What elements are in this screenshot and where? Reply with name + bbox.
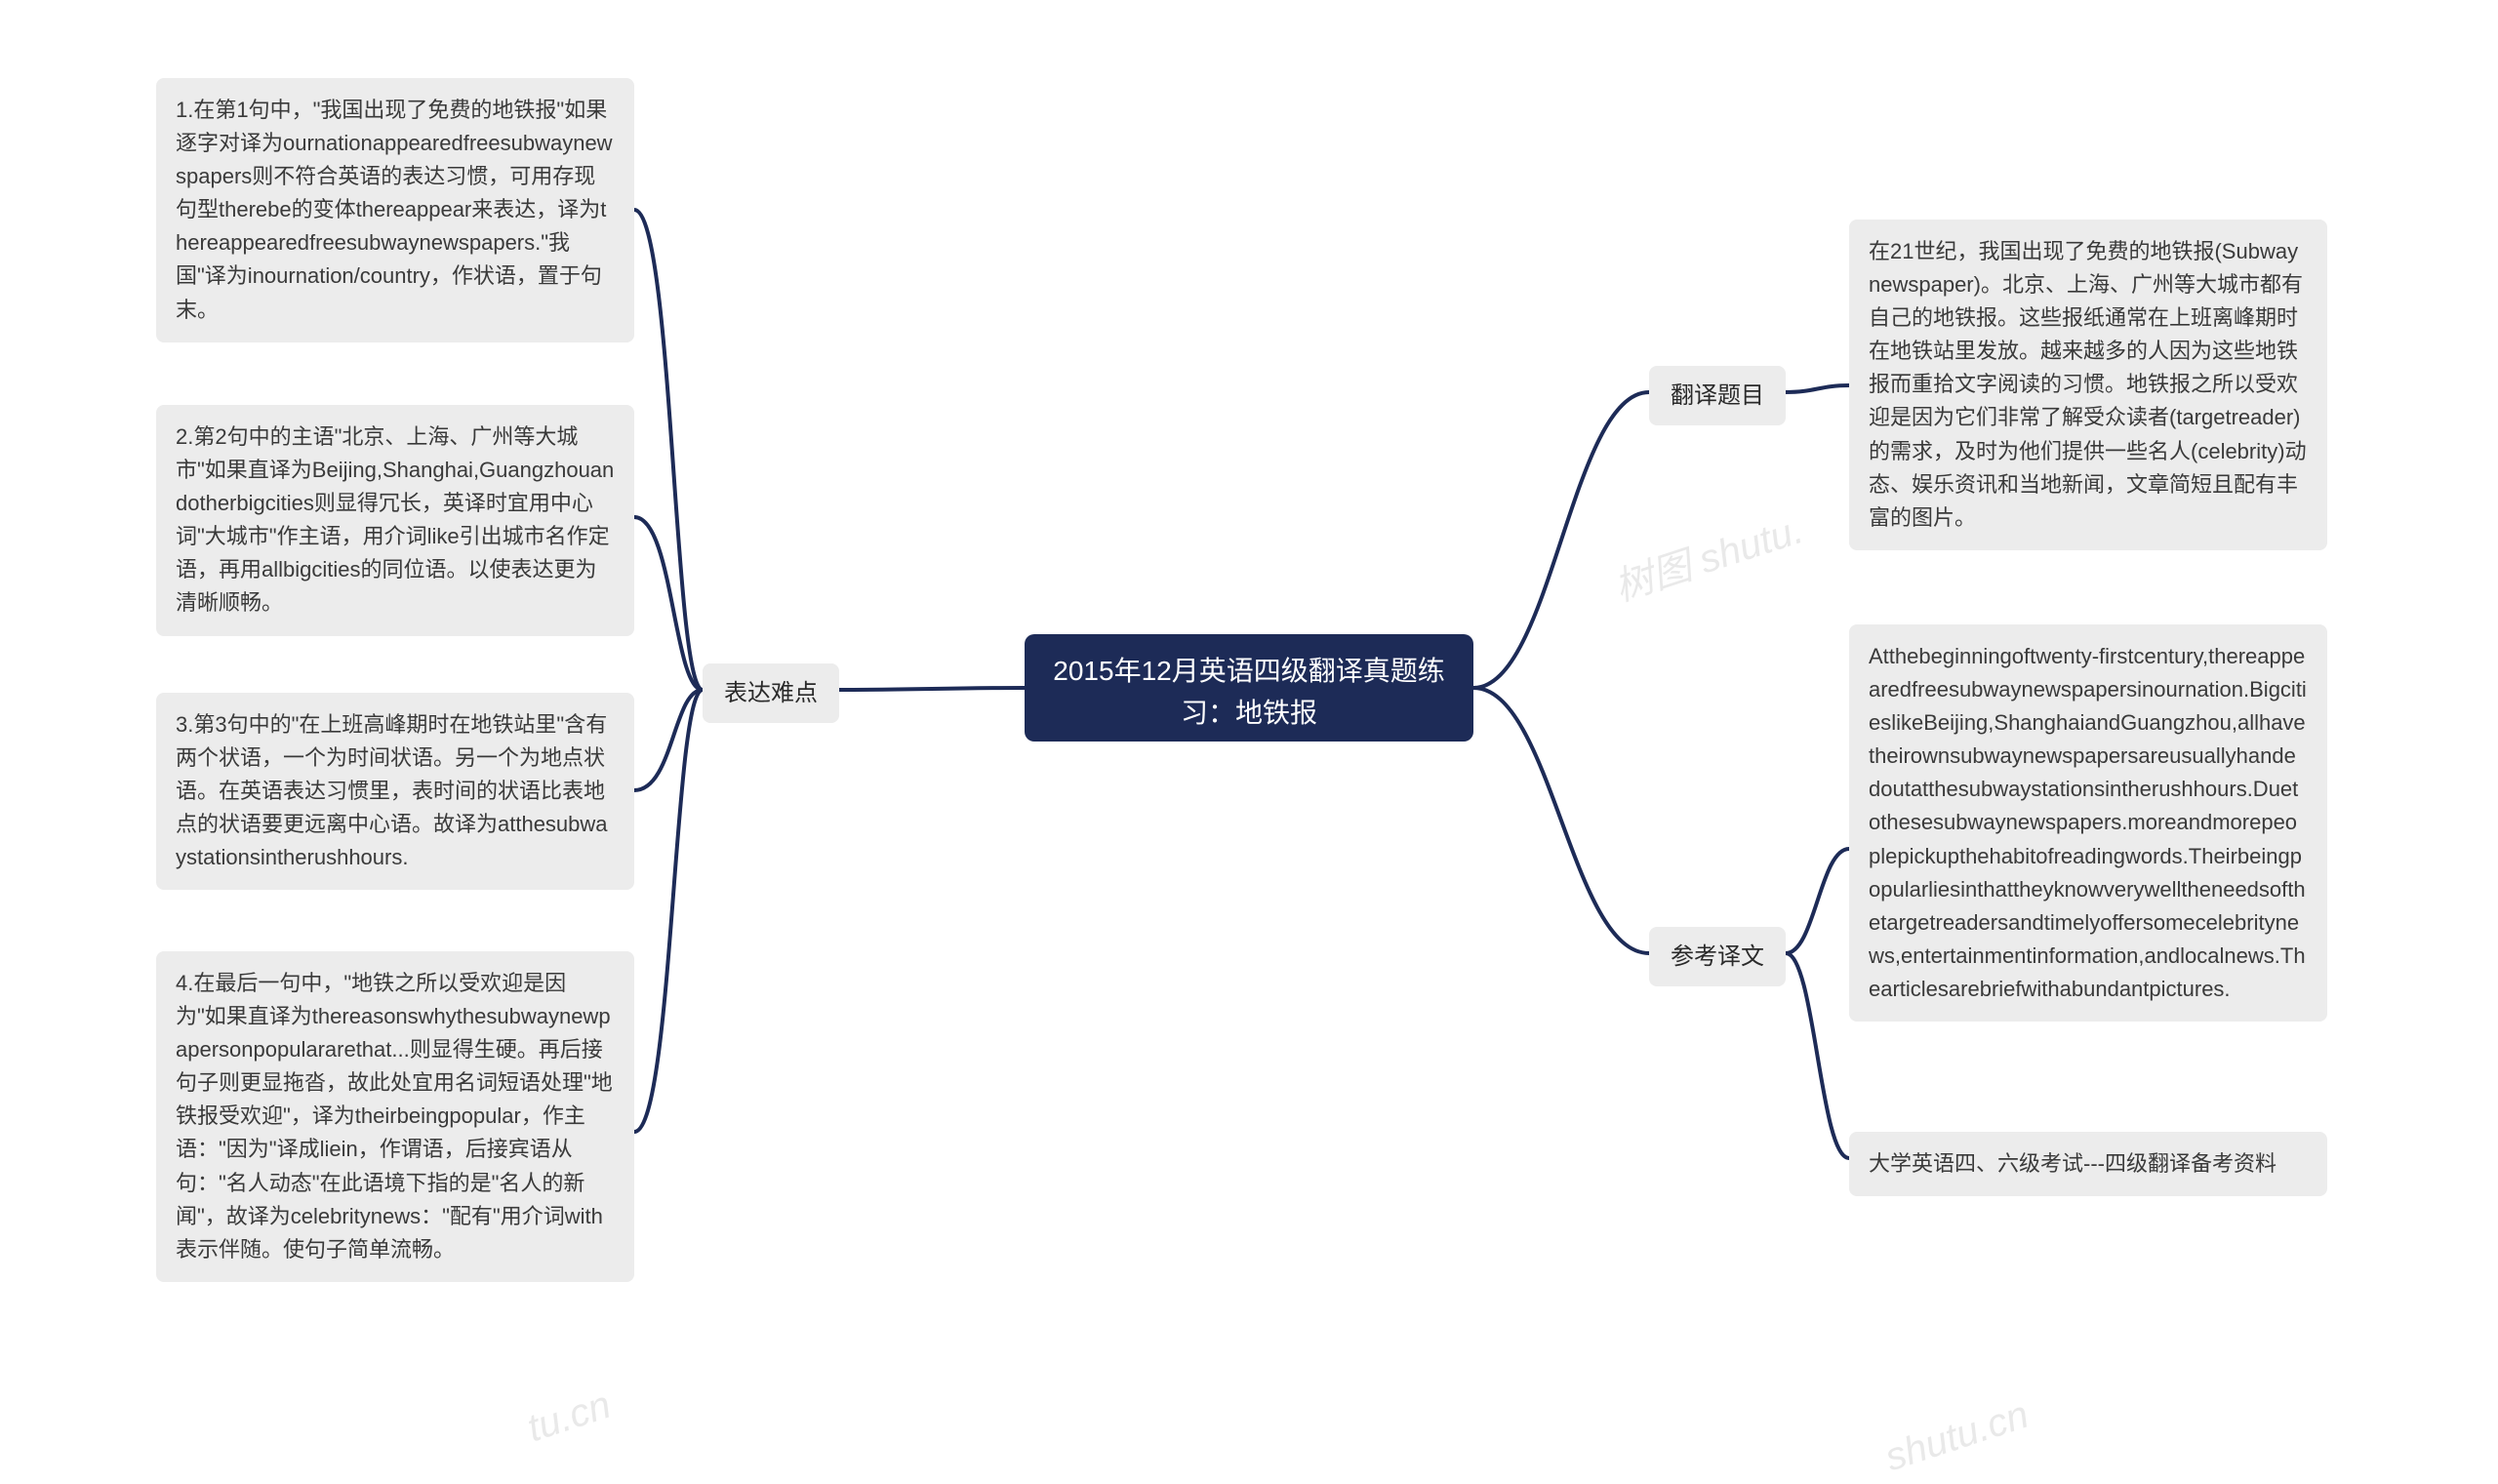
branch-translation-topic[interactable]: 翻译题目 <box>1649 366 1786 425</box>
watermark: shutu.cn <box>1880 1393 2035 1481</box>
leaf-topic-text[interactable]: 在21世纪，我国出现了免费的地铁报(Subwaynewspaper)。北京、上海… <box>1849 220 2327 550</box>
watermark: 树图 shutu. <box>1606 499 1809 613</box>
branch-reference-translation[interactable]: 参考译文 <box>1649 927 1786 986</box>
leaf-difficulty-3[interactable]: 3.第3句中的"在上班高峰期时在地铁站里"含有两个状语，一个为时间状语。另一个为… <box>156 693 634 890</box>
leaf-reference-text[interactable]: Atthebeginningoftwenty-firstcentury,ther… <box>1849 624 2327 1022</box>
leaf-difficulty-4[interactable]: 4.在最后一句中，"地铁之所以受欢迎是因为"如果直译为thereasonswhy… <box>156 951 634 1282</box>
leaf-difficulty-2[interactable]: 2.第2句中的主语"北京、上海、广州等大城市"如果直译为Beijing,Shan… <box>156 405 634 636</box>
leaf-difficulty-1[interactable]: 1.在第1句中，"我国出现了免费的地铁报"如果逐字对译为ournationapp… <box>156 78 634 342</box>
watermark: tu.cn <box>522 1384 616 1452</box>
root-node[interactable]: 2015年12月英语四级翻译真题练习：地铁报 <box>1025 634 1473 742</box>
leaf-exam-note[interactable]: 大学英语四、六级考试---四级翻译备考资料 <box>1849 1132 2327 1196</box>
branch-expression-difficulties[interactable]: 表达难点 <box>703 663 839 723</box>
